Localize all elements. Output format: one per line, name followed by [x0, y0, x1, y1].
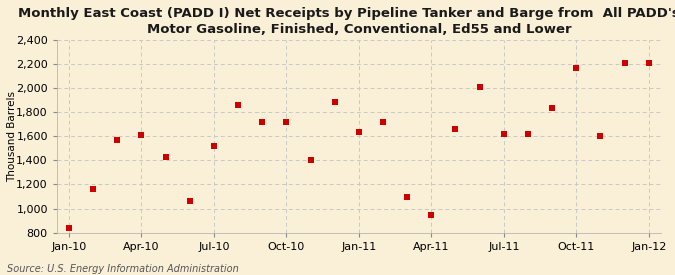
Point [619, 61, 630, 65]
Point [136, 133, 147, 138]
Point [595, 134, 606, 139]
Point [547, 105, 558, 110]
Point [209, 144, 219, 148]
Point [643, 61, 654, 65]
Point [329, 100, 340, 104]
Point [112, 138, 123, 142]
Title: Monthly East Coast (PADD I) Net Receipts by Pipeline Tanker and Barge from  All : Monthly East Coast (PADD I) Net Receipts… [18, 7, 675, 37]
Point [522, 132, 533, 136]
Point [63, 226, 74, 230]
Point [402, 194, 412, 199]
Text: Source: U.S. Energy Information Administration: Source: U.S. Energy Information Administ… [7, 264, 238, 274]
Point [160, 155, 171, 159]
Point [426, 212, 437, 217]
Point [281, 120, 292, 124]
Point [571, 66, 582, 70]
Point [305, 158, 316, 163]
Point [498, 132, 509, 136]
Point [256, 120, 267, 124]
Point [377, 120, 388, 124]
Point [184, 199, 195, 204]
Point [450, 127, 461, 131]
Point [354, 130, 364, 134]
Y-axis label: Thousand Barrels: Thousand Barrels [7, 91, 17, 182]
Point [233, 103, 244, 108]
Point [88, 187, 99, 191]
Point [475, 85, 485, 89]
